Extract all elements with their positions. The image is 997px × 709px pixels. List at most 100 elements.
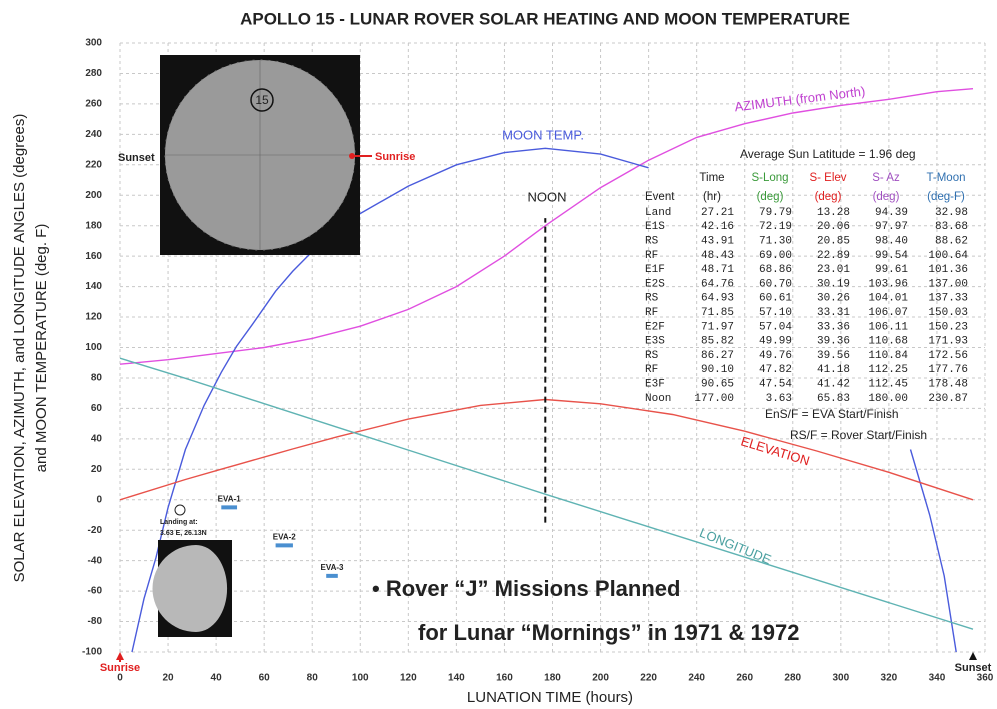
table-cell: 32.98: [935, 207, 968, 219]
table-cell: 71.85: [701, 307, 734, 319]
inset-sunset: Sunset: [118, 152, 155, 164]
table-header: Time: [699, 172, 724, 184]
table-cell: 85.82: [701, 336, 734, 348]
note: RS/F = Rover Start/Finish: [790, 428, 927, 442]
y-axis-label: SOLAR ELEVATION, AZIMUTH, and LONGITUDE …: [11, 114, 28, 583]
x-tick-label: 0: [117, 673, 123, 684]
table-cell: 48.71: [701, 264, 734, 276]
table-cell: 47.82: [759, 364, 792, 376]
y-tick-label: 200: [85, 190, 102, 201]
table-cell: E3F: [645, 379, 665, 391]
x-tick-label: 240: [688, 673, 705, 684]
x-tick-label: 300: [832, 673, 849, 684]
x-tick-label: 160: [496, 673, 513, 684]
table-cell: 71.30: [759, 236, 792, 248]
table-cell: 180.00: [868, 393, 908, 405]
table-header: Event: [645, 191, 675, 203]
table-cell: 110.68: [868, 336, 908, 348]
bullet-text: Rover “J” Missions Planned: [386, 576, 681, 601]
table-header: S- Az: [872, 172, 900, 184]
table-cell: 33.31: [817, 307, 850, 319]
table-cell: 13.28: [817, 207, 850, 219]
table-cell: 98.40: [875, 236, 908, 248]
y-tick-label: 20: [91, 464, 103, 475]
table-cell: 172.56: [928, 350, 968, 362]
x-tick-label: 20: [162, 673, 174, 684]
table-cell: 230.87: [928, 393, 968, 405]
table-cell: E2F: [645, 321, 665, 333]
table-cell: 41.42: [817, 379, 850, 391]
table-cell: 72.19: [759, 221, 792, 233]
x-tick-label: 220: [640, 673, 657, 684]
y-tick-label: 100: [85, 342, 102, 353]
table-cell: Noon: [645, 393, 671, 405]
table-cell: RF: [645, 307, 658, 319]
moon-inset: 15 Sunset Sunrise: [118, 55, 415, 255]
table-cell: 137.33: [928, 293, 968, 305]
table-cell: 104.01: [868, 293, 908, 305]
table-cell: 60.61: [759, 293, 792, 305]
table-header: (deg): [757, 191, 784, 203]
y-tick-label: -80: [88, 616, 103, 627]
sunrise-label: Sunrise: [100, 662, 140, 674]
y-axis-label: and MOON TEMPERATURE (deg. F): [33, 224, 50, 473]
x-tick-label: 360: [977, 673, 994, 684]
table-cell: 41.18: [817, 364, 850, 376]
noon-label: NOON: [528, 189, 567, 204]
table-cell: 110.84: [868, 350, 908, 362]
table-cell: 64.76: [701, 278, 734, 290]
table-cell: E3S: [645, 336, 665, 348]
y-tick-label: 120: [85, 312, 102, 323]
table-cell: 106.07: [868, 307, 908, 319]
series-label: MOON TEMP.: [502, 127, 584, 142]
table-cell: RS: [645, 350, 659, 362]
sunset-label: Sunset: [955, 662, 992, 674]
y-tick-label: -40: [88, 555, 103, 566]
table-cell: 177.76: [928, 364, 968, 376]
table-cell: RS: [645, 293, 659, 305]
table-cell: 88.62: [935, 236, 968, 248]
x-tick-label: 140: [448, 673, 465, 684]
table-cell: 150.03: [928, 307, 968, 319]
table-cell: 49.99: [759, 336, 792, 348]
table-cell: 171.93: [928, 336, 968, 348]
table-cell: 79.79: [759, 207, 792, 219]
table-cell: 48.43: [701, 250, 734, 262]
series-line: [119, 88, 974, 365]
table-cell: 39.36: [817, 336, 850, 348]
table-header: T-Moon: [927, 172, 966, 184]
note: EnS/F = EVA Start/Finish: [765, 407, 899, 421]
y-tick-label: 220: [85, 159, 102, 170]
table-cell: 83.68: [935, 221, 968, 233]
table-cell: 90.65: [701, 379, 734, 391]
x-tick-label: 120: [400, 673, 417, 684]
table-cell: 23.01: [817, 264, 850, 276]
y-tick-label: -20: [88, 525, 103, 536]
y-tick-label: 280: [85, 68, 102, 79]
y-tick-label: -100: [82, 647, 102, 658]
eva-label: EVA-3: [321, 563, 345, 572]
x-tick-label: 340: [929, 673, 946, 684]
table-header: S- Elev: [809, 172, 846, 184]
table-cell: 42.16: [701, 221, 734, 233]
x-tick-label: 80: [307, 673, 319, 684]
table-cell: RS: [645, 236, 659, 248]
table-cell: 94.39: [875, 207, 908, 219]
x-axis-label: LUNATION TIME (hours): [467, 689, 633, 706]
table-cell: 60.70: [759, 278, 792, 290]
table-cell: 30.19: [817, 278, 850, 290]
table-cell: 30.26: [817, 293, 850, 305]
table-header: (deg-F): [927, 191, 965, 203]
data-table: Event Time (hr) S-Long (deg) S- Elev (deg) S- A…: [645, 172, 968, 405]
y-tick-label: 80: [91, 373, 103, 384]
table-cell: 22.89: [817, 250, 850, 262]
bullet-line: for Lunar “Mornings” in 1971 & 1972: [418, 620, 799, 645]
table-cell: 57.10: [759, 307, 792, 319]
table-cell: 101.36: [928, 264, 968, 276]
y-tick-label: 240: [85, 129, 102, 140]
table-header: (deg): [873, 191, 900, 203]
eva-label: EVA-2: [273, 533, 297, 542]
bullet-line: • Rover “J” Missions Planned: [372, 576, 680, 601]
landing-label: 3.63 E, 26.13N: [160, 530, 207, 537]
